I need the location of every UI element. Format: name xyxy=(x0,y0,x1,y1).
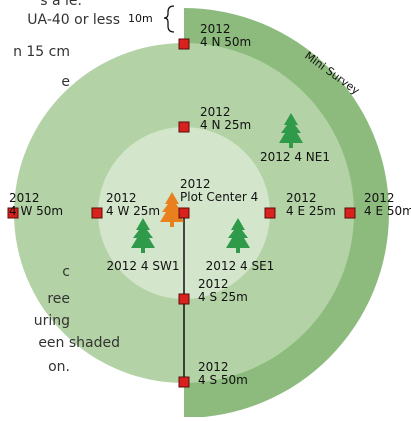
tree-icon xyxy=(226,218,250,253)
point-name: 4 N 50m xyxy=(200,35,251,49)
point-name: 4 E 25m xyxy=(286,204,336,218)
text-fragment: e xyxy=(61,74,70,90)
tree-label: 2012 4 SW1 xyxy=(107,259,180,273)
scale-brace xyxy=(163,5,175,33)
tree-label: 2012 4 NE1 xyxy=(260,150,330,164)
point-year: 2012 xyxy=(180,177,211,191)
point-year: 2012 xyxy=(200,105,231,119)
text-fragment: uring xyxy=(34,313,70,329)
point-year: 2012 xyxy=(198,277,229,291)
point-year: 2012 xyxy=(9,191,40,205)
plot-point xyxy=(344,207,356,219)
point-name: 4 S 50m xyxy=(198,373,248,387)
point-year: 2012 xyxy=(106,191,137,205)
plot-point xyxy=(178,38,190,50)
point-year: 2012 xyxy=(200,22,231,36)
point-year: 2012 xyxy=(364,191,395,205)
tree-icon xyxy=(131,218,155,253)
plot-point xyxy=(178,207,190,219)
text-fragment: n 15 cm xyxy=(13,44,70,60)
text-fragment: on. xyxy=(48,359,70,375)
point-year: 2012 xyxy=(198,360,229,374)
point-year: 2012 xyxy=(286,191,317,205)
text-fragment: s a le. xyxy=(40,0,82,9)
scale-label: 10m xyxy=(128,12,153,25)
tree-label: 2012 4 SE1 xyxy=(206,259,275,273)
text-fragment: een shaded xyxy=(38,335,120,351)
plot-point xyxy=(178,293,190,305)
plot-point xyxy=(91,207,103,219)
plot-point xyxy=(178,121,190,133)
point-name: 4 W 50m xyxy=(9,204,63,218)
text-fragment: c xyxy=(62,264,70,280)
plot-point xyxy=(264,207,276,219)
tree-icon xyxy=(279,113,303,148)
center-tree-icon xyxy=(160,192,184,227)
text-fragment: UA-40 or less xyxy=(27,12,120,28)
plot-point xyxy=(7,207,19,219)
point-name: 4 W 25m xyxy=(106,204,160,218)
point-name: 4 N 25m xyxy=(200,118,251,132)
point-name: Plot Center 4 xyxy=(180,190,258,204)
point-name: 4 E 50m xyxy=(364,204,411,218)
plot-point xyxy=(178,376,190,388)
point-name: 4 S 25m xyxy=(198,290,248,304)
text-fragment: ree xyxy=(47,291,70,307)
